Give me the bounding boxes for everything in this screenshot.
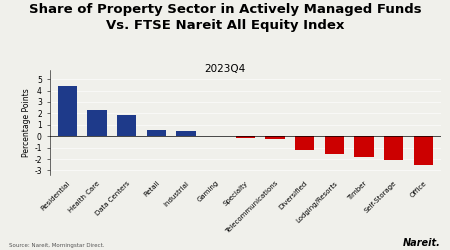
- Bar: [58, 86, 77, 136]
- Bar: [236, 136, 255, 138]
- Bar: [384, 136, 403, 160]
- Y-axis label: Percentage Points: Percentage Points: [22, 88, 32, 157]
- Bar: [147, 130, 166, 136]
- Bar: [295, 136, 314, 150]
- Bar: [265, 136, 284, 139]
- Bar: [176, 131, 196, 136]
- Bar: [354, 136, 374, 157]
- Bar: [87, 110, 107, 136]
- Text: Source: Nareit, Morningstar Direct.: Source: Nareit, Morningstar Direct.: [9, 242, 104, 248]
- Bar: [324, 136, 344, 154]
- Bar: [117, 115, 136, 136]
- Bar: [414, 136, 433, 165]
- Text: Share of Property Sector in Actively Managed Funds
Vs. FTSE Nareit All Equity In: Share of Property Sector in Actively Man…: [29, 2, 421, 32]
- Text: Nareit.: Nareit.: [403, 238, 441, 248]
- Text: 2023Q4: 2023Q4: [204, 64, 246, 74]
